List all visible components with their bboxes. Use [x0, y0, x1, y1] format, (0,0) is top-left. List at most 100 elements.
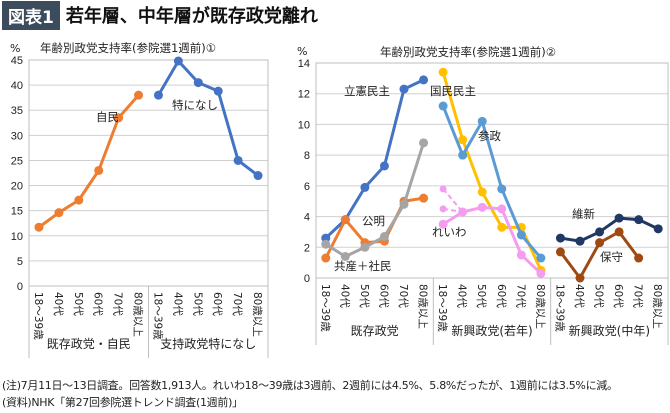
data-point — [438, 101, 448, 111]
y-tick-label: 12 — [298, 89, 310, 101]
data-point — [399, 199, 409, 209]
y-axis-unit: % — [297, 45, 307, 58]
note-text: (注)7月11日～13日調査。回答数1,913人。れいわ18～39歳は3週前、2… — [2, 379, 618, 392]
data-point — [193, 78, 203, 88]
group-label: 新興政党(若年) — [451, 323, 532, 338]
data-point — [379, 161, 389, 171]
data-point — [497, 184, 507, 194]
data-point — [555, 233, 565, 243]
data-point — [153, 90, 163, 100]
group-label: 支持政党特になし — [160, 336, 256, 351]
data-point — [74, 195, 84, 205]
series-label: 国民民主 — [430, 84, 476, 98]
x-tick-label: 18～39歳 — [319, 284, 331, 332]
x-tick-label: 60代 — [377, 284, 389, 308]
chart-1: 0 5 10 15 20 25 30 35 40 45% 年齢別政党支持率(参院選1週前)① 18～3… — [10, 41, 269, 358]
x-tick-label: 50代 — [475, 284, 487, 308]
data-point — [516, 250, 526, 260]
data-point — [634, 215, 644, 225]
series-自民: 自民 — [34, 90, 144, 232]
chart-title: 年齢別政党支持率(参院選1週前)① — [40, 41, 216, 55]
data-point — [477, 116, 487, 126]
y-tick-label: 35 — [11, 105, 23, 117]
plot-frame — [315, 62, 669, 279]
y-tick-label: 14 — [298, 58, 310, 70]
x-tick-label: 80歳以上 — [251, 292, 263, 337]
series-label: 立憲民主 — [344, 84, 390, 98]
data-point — [233, 155, 243, 165]
group-label: 新興政党(中年) — [569, 323, 650, 338]
group-label: 既存政党・自民 — [47, 336, 131, 351]
data-point — [438, 219, 448, 229]
data-point — [419, 75, 429, 85]
series-line — [38, 94, 140, 229]
series-保守: 保守 — [555, 227, 644, 283]
data-point — [340, 215, 350, 225]
y-tick-label: 10 — [298, 119, 310, 131]
data-point — [439, 185, 447, 193]
data-point — [321, 253, 331, 263]
source-text: (資料)NHK「第27回参院選トレンド調査(1週前)」 — [2, 396, 243, 409]
chart-2: 0 2 4 6 8 10 12 14% 年齢別政党支持率(参院選1週前)② 18～39歳 40代 50… — [297, 45, 669, 345]
data-point — [134, 90, 144, 100]
data-point — [497, 222, 507, 232]
x-tick-label: 50代 — [191, 292, 203, 316]
x-tick-label: 40代 — [171, 292, 183, 316]
x-tick-label: 70代 — [397, 284, 409, 308]
data-point — [575, 273, 585, 283]
data-point — [360, 182, 370, 192]
x-tick-label: 80歳以上 — [132, 292, 144, 337]
data-point — [321, 239, 331, 249]
x-tick-label: 40代 — [573, 284, 585, 308]
data-point — [614, 213, 624, 223]
y-tick-label: 2 — [304, 242, 310, 254]
data-point — [94, 165, 104, 175]
y-tick-label: 40 — [11, 80, 23, 92]
data-point — [340, 252, 350, 261]
y-tick-label: 6 — [304, 181, 310, 193]
data-point — [536, 253, 546, 263]
x-tick-label: 50代 — [358, 284, 370, 308]
data-point — [399, 84, 409, 94]
plot-frame — [28, 59, 269, 287]
x-tick-label: 70代 — [231, 292, 243, 316]
y-tick-label: 0 — [17, 281, 23, 293]
series-line — [441, 105, 543, 260]
data-point — [536, 268, 546, 278]
x-tick-label: 40代 — [52, 292, 64, 316]
figure-badge: 図表1 — [2, 0, 60, 30]
data-point — [595, 238, 605, 248]
series-label: 保守 — [600, 250, 623, 264]
x-tick-label: 18～39歳 — [553, 284, 565, 332]
series-label: 参政 — [478, 129, 501, 143]
series-特になし: 特になし — [153, 56, 263, 181]
series-line — [157, 59, 259, 177]
data-point — [555, 247, 565, 257]
x-tick-label: 60代 — [495, 284, 507, 308]
x-tick-label: 60代 — [612, 284, 624, 308]
x-tick-label: 70代 — [632, 284, 644, 308]
data-point — [379, 232, 389, 242]
figure-headline: 若年層、中年層が既存政党離れ — [65, 6, 318, 27]
x-tick-label: 18～39歳 — [32, 292, 44, 340]
data-point — [213, 86, 223, 96]
data-point — [477, 202, 487, 212]
x-tick-label: 18～39歳 — [151, 292, 163, 340]
data-point — [439, 205, 447, 213]
series-dashed-earlier-week — [439, 205, 463, 213]
series-dashed-earlier-week — [439, 185, 464, 213]
series-label: 共産＋社民 — [334, 259, 392, 273]
x-tick-label: 50代 — [593, 284, 605, 308]
x-tick-label: 18～39歳 — [436, 284, 448, 332]
data-point — [114, 113, 124, 123]
data-point — [458, 135, 468, 145]
data-point — [173, 56, 183, 66]
y-tick-label: 20 — [11, 181, 23, 193]
series-れいわ: れいわ — [432, 202, 546, 278]
data-point — [54, 208, 64, 218]
figure-header: 図表1 若年層、中年層が既存政党離れ — [0, 0, 318, 30]
x-tick-label: 80歳以上 — [534, 284, 546, 329]
x-tick-label: 60代 — [92, 292, 104, 316]
series-line — [442, 188, 464, 213]
